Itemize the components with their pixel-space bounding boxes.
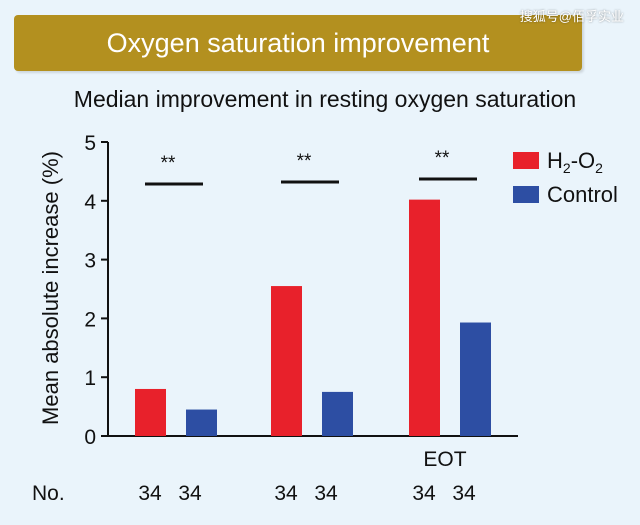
count-value: 34 bbox=[314, 482, 338, 505]
count-value: 34 bbox=[412, 482, 436, 505]
bar-control-1 bbox=[186, 409, 217, 436]
y-tick-label: 2 bbox=[84, 308, 96, 331]
y-tick-label: 3 bbox=[84, 250, 96, 273]
y-tick-label: 5 bbox=[84, 132, 96, 155]
bar-control-2 bbox=[322, 391, 353, 436]
bar-ho-1 bbox=[135, 388, 166, 436]
watermark-text: 搜狐号@佰孚实业 bbox=[519, 9, 624, 24]
counts-row-label: No. bbox=[32, 482, 65, 505]
significance-label: ** bbox=[297, 151, 312, 172]
legend-label: H2-O2 bbox=[547, 148, 603, 176]
legend-label: Control bbox=[547, 182, 618, 207]
axes: 0 1 2 3 4 5 bbox=[84, 132, 518, 449]
significance-label: ** bbox=[161, 153, 176, 174]
bar-ho-2 bbox=[271, 286, 302, 436]
legend-swatch bbox=[513, 152, 539, 169]
y-tick-label: 0 bbox=[84, 426, 96, 449]
count-value: 34 bbox=[178, 482, 202, 505]
count-value: 34 bbox=[274, 482, 298, 505]
legend-swatch bbox=[513, 186, 539, 203]
banner-title: Oxygen saturation improvement bbox=[106, 28, 490, 58]
x-category-label: EOT bbox=[423, 448, 466, 471]
count-value: 34 bbox=[138, 482, 162, 505]
y-axis-label: Mean absolute increase (%) bbox=[38, 151, 63, 425]
bars: EOT bbox=[135, 199, 491, 471]
y-tick-label: 4 bbox=[84, 191, 96, 214]
legend: H2-O2 Control bbox=[513, 148, 618, 207]
count-value: 34 bbox=[452, 482, 476, 505]
significance-annotations: ** ** ** bbox=[145, 148, 477, 186]
bar-ho-3 bbox=[409, 199, 440, 436]
bar-control-3 bbox=[460, 322, 491, 436]
title-banner: Oxygen saturation improvement bbox=[14, 15, 582, 71]
chart-title: Median improvement in resting oxygen sat… bbox=[74, 86, 576, 112]
significance-label: ** bbox=[435, 148, 450, 169]
sample-counts: No. 34 34 34 34 34 34 bbox=[32, 482, 476, 505]
y-tick-label: 1 bbox=[84, 367, 96, 390]
